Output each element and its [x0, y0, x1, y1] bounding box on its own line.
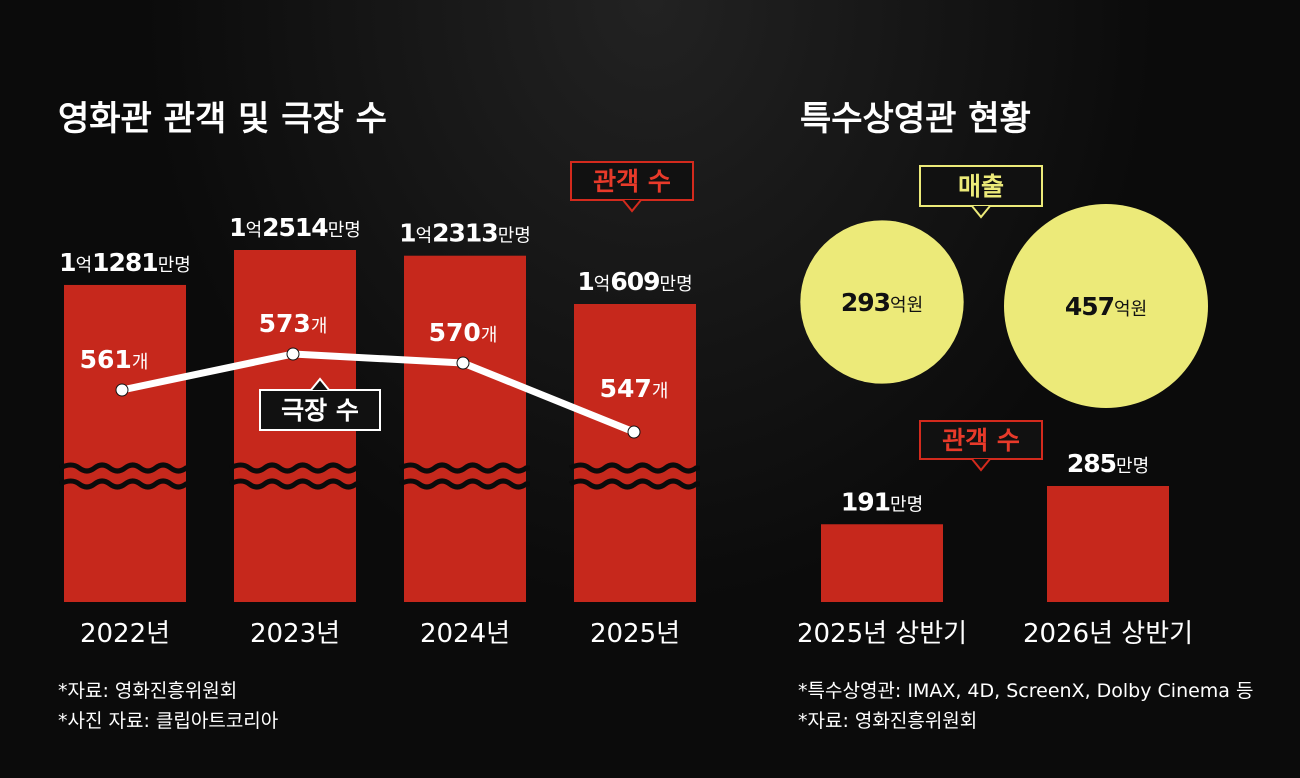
tag-audience-special: 관객 수	[919, 420, 1043, 472]
tag-audience-label: 관객 수	[593, 167, 671, 196]
theater-point	[286, 347, 300, 361]
tag-theaters-label: 극장 수	[281, 396, 359, 425]
theater-value-num: 547	[600, 374, 652, 403]
audience-value-num: 2514	[262, 213, 328, 242]
audience-value-head: 1	[577, 267, 593, 296]
theater-point	[627, 425, 641, 439]
audience-value-num: 609	[610, 267, 659, 296]
tag-theaters: 극장 수	[259, 377, 381, 431]
audience-value-unit2: 만명	[158, 255, 191, 276]
tag-audience-special-pointer	[971, 458, 991, 472]
source-note: *자료: 영화진흥위원회	[798, 710, 977, 732]
audience-value-unit2: 만명	[660, 274, 693, 295]
audience-value-num: 2313	[432, 219, 498, 248]
tag-audience-box	[570, 161, 694, 201]
source-note: *특수상영관: IMAX, 4D, ScreenX, Dolby Cinema …	[798, 680, 1253, 702]
tag-sales-box	[919, 165, 1043, 207]
sales-value-num: 457	[1065, 292, 1114, 321]
audience-value-label: 1억2514만명	[229, 213, 361, 242]
theater-value-num: 570	[429, 318, 481, 347]
audience-value-label: 1억609만명	[577, 267, 692, 296]
sales-value-unit: 억원	[890, 295, 923, 316]
left-title: 영화관 관객 및 극장 수	[58, 99, 387, 139]
special-audience-value-num: 285	[1067, 449, 1116, 478]
tag-audience-pointer	[622, 199, 642, 213]
special-audience-value-label: 191만명	[841, 487, 923, 516]
theater-value-num: 573	[259, 309, 311, 338]
axis-break-wave	[58, 462, 190, 474]
axis-break-wave	[568, 462, 700, 474]
tag-audience: 관객 수	[570, 161, 694, 213]
year-label: 2024년	[420, 619, 510, 649]
axis-break-wave	[398, 478, 530, 490]
period-label: 2025년 상반기	[797, 619, 967, 649]
audience-value-head: 1	[229, 213, 245, 242]
theater-value-label: 573개	[259, 309, 328, 338]
theater-value-num: 561	[80, 345, 132, 374]
tag-theaters-pointer	[310, 377, 330, 391]
year-label: 2025년	[590, 619, 680, 649]
sales-value-num: 293	[841, 288, 890, 317]
sales-bubble	[1004, 204, 1208, 408]
audience-value-unit1: 억	[594, 274, 611, 295]
sales-bubble	[800, 220, 964, 384]
theater-value-unit: 개	[311, 316, 328, 337]
audience-bar	[64, 284, 186, 602]
audience-value-unit1: 억	[76, 255, 93, 276]
audience-value-num: 1281	[92, 248, 158, 277]
year-label: 2022년	[80, 619, 170, 649]
year-label: 2023년	[250, 619, 340, 649]
theater-value-unit: 개	[481, 325, 498, 346]
sales-value-label: 457억원	[1065, 292, 1147, 321]
tag-sales: 매출	[919, 165, 1043, 219]
theater-value-label: 561개	[80, 345, 149, 374]
audience-value-head: 1	[399, 219, 415, 248]
theater-line	[121, 350, 636, 436]
audience-value-unit2: 만명	[498, 226, 531, 247]
theater-value-label: 547개	[600, 374, 669, 403]
axis-break-wave	[228, 478, 360, 490]
special-audience-bar	[1047, 486, 1169, 602]
theater-point	[456, 356, 470, 370]
right-title: 특수상영관 현황	[800, 99, 1031, 139]
tag-sales-pointer	[971, 205, 991, 219]
special-audience-bar	[821, 524, 943, 602]
audience-value-label: 1억1281만명	[59, 248, 191, 277]
audience-bar	[404, 255, 526, 602]
audience-bar	[574, 304, 696, 602]
sales-value-label: 293억원	[841, 288, 923, 317]
axis-break-wave	[58, 478, 190, 490]
special-audience-value-unit: 만명	[1116, 456, 1149, 477]
period-label: 2026년 상반기	[1023, 619, 1193, 649]
special-audience-value-num: 191	[841, 487, 890, 516]
source-note: *사진 자료: 클립아트코리아	[58, 710, 278, 732]
tag-theaters-box	[259, 389, 381, 431]
source-note: *자료: 영화진흥위원회	[58, 680, 237, 702]
sales-value-unit: 억원	[1114, 299, 1147, 320]
tag-audience-special-label: 관객 수	[942, 426, 1020, 455]
theater-value-label: 570개	[429, 318, 498, 347]
audience-value-label: 1억2313만명	[399, 219, 531, 248]
axis-break-wave	[228, 462, 360, 474]
audience-value-unit2: 만명	[328, 220, 361, 241]
axis-break-wave	[398, 462, 530, 474]
axis-break-wave	[568, 478, 700, 490]
theater-value-unit: 개	[652, 381, 669, 402]
audience-value-unit1: 억	[416, 226, 433, 247]
special-audience-value-unit: 만명	[890, 494, 923, 515]
special-audience-value-label: 285만명	[1067, 449, 1149, 478]
theater-value-unit: 개	[132, 352, 149, 373]
audience-value-unit1: 억	[246, 220, 263, 241]
tag-sales-label: 매출	[958, 172, 1004, 201]
theater-point	[115, 383, 129, 397]
audience-value-head: 1	[59, 248, 75, 277]
